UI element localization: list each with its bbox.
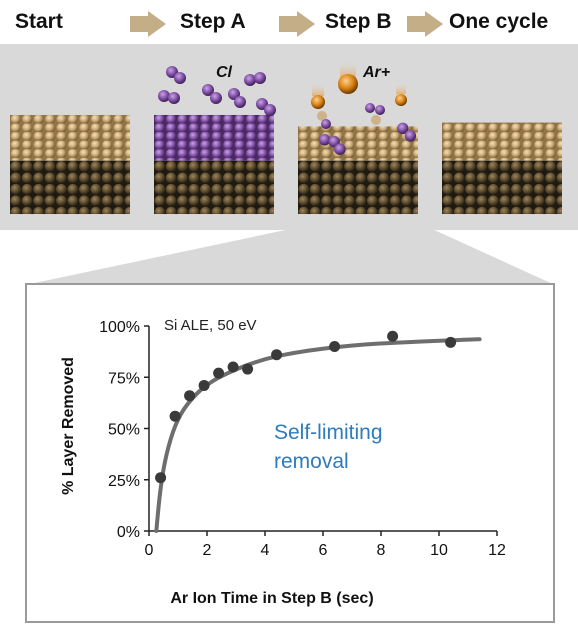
inset-label: Si ALE, 50 eV bbox=[164, 317, 257, 334]
data-point bbox=[271, 349, 283, 361]
x-tick-label: 12 bbox=[488, 542, 506, 559]
data-point bbox=[198, 379, 210, 391]
data-point bbox=[169, 410, 181, 422]
surface-one-cycle-image bbox=[442, 122, 562, 215]
surface-step-b-image bbox=[298, 122, 418, 215]
data-point bbox=[387, 330, 399, 342]
step-one-cycle-label: One cycle bbox=[449, 10, 549, 33]
y-tick-label: 50% bbox=[108, 422, 140, 439]
data-point bbox=[242, 363, 254, 375]
data-point bbox=[445, 336, 457, 348]
step-b-label: Step B bbox=[325, 10, 392, 33]
x-tick-label: 6 bbox=[319, 542, 328, 559]
surface-step-a-image bbox=[154, 114, 274, 215]
right-arrow-icon bbox=[130, 11, 166, 37]
step-a-label: Step A bbox=[180, 10, 246, 33]
x-tick-label: 0 bbox=[145, 542, 154, 559]
right-arrow-icon bbox=[279, 11, 315, 37]
data-points bbox=[155, 330, 457, 484]
data-point bbox=[155, 472, 167, 484]
step-start-label: Start bbox=[15, 10, 63, 33]
chlorine-molecules bbox=[158, 66, 276, 116]
layer-removed-chart: 0%25%50%75%100% 0 2 4 6 8 10 12 Si ALE, 50 eV … bbox=[60, 317, 506, 607]
y-tick-label: 75% bbox=[108, 370, 140, 387]
data-point bbox=[329, 341, 341, 352]
y-tick-label: 100% bbox=[99, 319, 140, 336]
right-arrow-icon bbox=[407, 11, 443, 37]
y-tick-label: 25% bbox=[108, 473, 140, 490]
argon-ions bbox=[311, 60, 407, 129]
y-axis-label: % Layer Removed bbox=[60, 357, 77, 495]
x-tick-label: 4 bbox=[261, 542, 270, 559]
y-tick-label: 0% bbox=[117, 524, 140, 541]
x-axis-label: Ar Ion Time in Step B (sec) bbox=[170, 590, 373, 607]
fit-curve bbox=[154, 337, 482, 533]
x-axis-ticks: 0 2 4 6 8 10 12 bbox=[145, 531, 506, 559]
data-point bbox=[213, 367, 225, 379]
data-point bbox=[184, 390, 196, 402]
x-tick-label: 2 bbox=[203, 542, 212, 559]
data-point bbox=[227, 361, 239, 373]
y-axis-ticks: 0% 25% 50% 75% 100% bbox=[99, 319, 149, 541]
annotation-line-2: removal bbox=[274, 450, 349, 473]
argon-ion-label: Ar+ bbox=[363, 64, 391, 81]
annotation-line-1: Self-limiting bbox=[274, 421, 383, 444]
x-tick-label: 10 bbox=[430, 542, 448, 559]
x-tick-label: 8 bbox=[377, 542, 386, 559]
surface-start-image bbox=[10, 114, 130, 215]
chlorine-label: Cl bbox=[216, 64, 232, 81]
step-sequence: Start Step A Step B One cycle bbox=[0, 0, 578, 44]
zoom-funnel bbox=[25, 228, 555, 285]
